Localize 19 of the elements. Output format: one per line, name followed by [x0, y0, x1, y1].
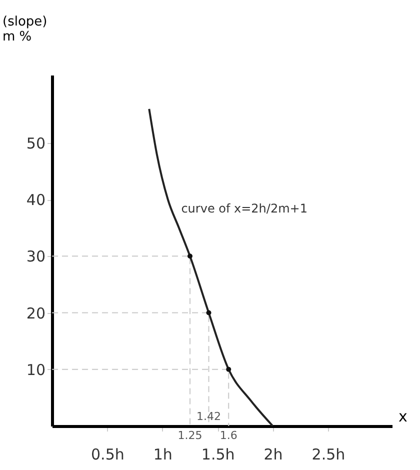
y-tick-label: 10 [26, 360, 46, 379]
x-tick-label: 1.5h [201, 446, 235, 464]
x-tick-label: 0.5h [91, 446, 124, 464]
y-tick-label: 20 [26, 304, 46, 322]
x-tick-label: 2.5h [312, 446, 346, 464]
x-tick-label: 1h [153, 446, 172, 464]
y-tick-label: 30 [26, 248, 46, 266]
point [206, 310, 212, 316]
annotation: 1.25 [178, 429, 202, 442]
x-axis-title: x [398, 408, 408, 426]
point [187, 254, 192, 259]
x-tick-label: 2h [264, 446, 283, 464]
y-tick-label: 50 [26, 134, 46, 152]
annotation: 1.6 [220, 429, 238, 442]
y-axis-title: (slope) m % [2, 14, 48, 44]
annotation: curve of x=2h/2m+1 [181, 201, 308, 216]
y-tick-label: 40 [26, 191, 46, 210]
annotation: 1.42 [196, 410, 222, 423]
point [226, 366, 232, 372]
